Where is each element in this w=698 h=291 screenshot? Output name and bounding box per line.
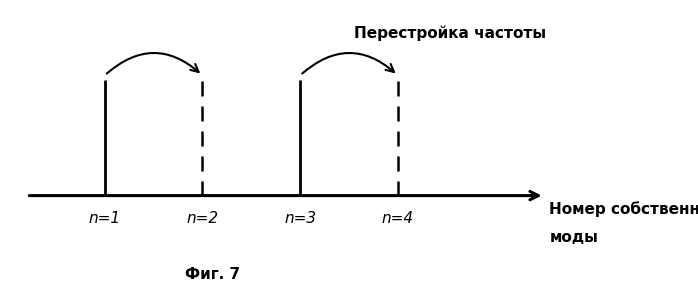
Text: моды: моды xyxy=(549,230,598,244)
Text: n=1: n=1 xyxy=(89,211,121,226)
Text: Перестройка частоты: Перестройка частоты xyxy=(354,26,546,42)
Text: Фиг. 7: Фиг. 7 xyxy=(185,267,239,281)
Text: n=3: n=3 xyxy=(284,211,316,226)
Text: n=2: n=2 xyxy=(186,211,218,226)
Text: Номер собственной: Номер собственной xyxy=(549,202,698,217)
Text: n=4: n=4 xyxy=(382,211,414,226)
